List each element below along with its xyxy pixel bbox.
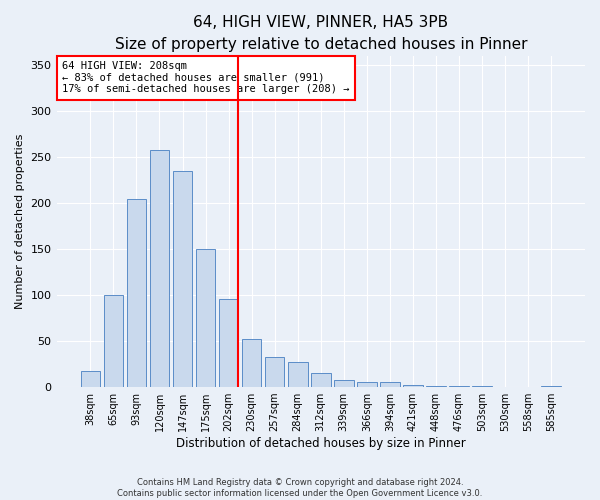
- Bar: [334, 380, 353, 387]
- Text: Contains HM Land Registry data © Crown copyright and database right 2024.
Contai: Contains HM Land Registry data © Crown c…: [118, 478, 482, 498]
- Bar: [242, 340, 262, 387]
- Bar: [403, 385, 423, 387]
- Bar: [541, 386, 561, 387]
- X-axis label: Distribution of detached houses by size in Pinner: Distribution of detached houses by size …: [176, 437, 466, 450]
- Bar: [288, 362, 308, 387]
- Bar: [173, 171, 193, 387]
- Bar: [311, 374, 331, 387]
- Bar: [219, 299, 238, 387]
- Bar: [357, 382, 377, 387]
- Bar: [104, 295, 123, 387]
- Bar: [472, 386, 492, 387]
- Bar: [449, 386, 469, 387]
- Text: 64 HIGH VIEW: 208sqm
← 83% of detached houses are smaller (991)
17% of semi-deta: 64 HIGH VIEW: 208sqm ← 83% of detached h…: [62, 61, 349, 94]
- Bar: [426, 386, 446, 387]
- Bar: [265, 356, 284, 387]
- Bar: [380, 382, 400, 387]
- Bar: [80, 370, 100, 387]
- Y-axis label: Number of detached properties: Number of detached properties: [15, 134, 25, 310]
- Bar: [127, 198, 146, 387]
- Title: 64, HIGH VIEW, PINNER, HA5 3PB
Size of property relative to detached houses in P: 64, HIGH VIEW, PINNER, HA5 3PB Size of p…: [115, 15, 527, 52]
- Bar: [149, 150, 169, 387]
- Bar: [196, 249, 215, 387]
